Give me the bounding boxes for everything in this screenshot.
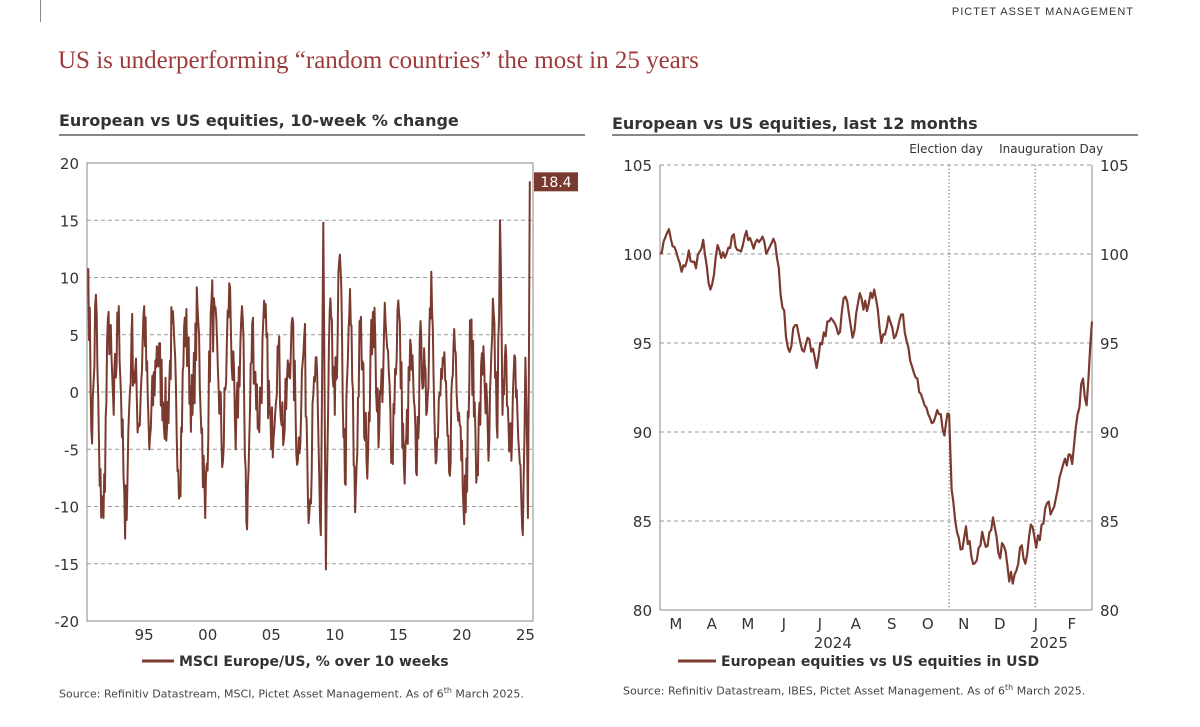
right-source-sup: th xyxy=(1005,683,1014,692)
left-series-line xyxy=(87,181,531,571)
right-x-tick-label: J xyxy=(817,615,822,633)
right-series-line xyxy=(659,228,1094,585)
right-year-label: 2024 xyxy=(814,634,852,652)
left-plot-frame xyxy=(86,162,534,622)
right-y-tick-label-right: 85 xyxy=(1100,513,1119,531)
right-x-tick-label: F xyxy=(1067,615,1076,633)
brand-name: PICTET ASSET MANAGEMENT xyxy=(951,6,1134,18)
right-y-tick-label-left: 90 xyxy=(633,424,652,442)
right-x-tick-label: O xyxy=(922,615,934,633)
right-x-tick-label: M xyxy=(669,615,682,633)
left-source-tail: March 2025. xyxy=(451,687,524,701)
left-y-tick-label: 10 xyxy=(60,270,79,288)
right-chart-title: European vs US equities, last 12 months xyxy=(612,114,978,133)
left-legend-label: MSCI Europe/US, % over 10 weeks xyxy=(179,654,449,670)
right-y-tick-label-right: 95 xyxy=(1100,335,1119,353)
right-y-tick-label-right: 105 xyxy=(1100,157,1129,175)
right-y-tick-label-right: 100 xyxy=(1100,246,1129,264)
left-y-tick-label: 20 xyxy=(60,155,79,173)
page-headline: US is underperforming “random countries”… xyxy=(58,47,699,74)
right-title-rule xyxy=(612,134,1138,136)
right-y-tick-label-left: 85 xyxy=(633,513,652,531)
left-x-tick-label: 05 xyxy=(262,626,281,644)
right-source-text: Source: Refinitiv Datastream, IBES, Pict… xyxy=(623,684,1006,698)
left-chart-title: European vs US equities, 10-week % chang… xyxy=(59,111,459,130)
left-y-tick-label: 0 xyxy=(69,384,79,402)
right-x-tick-label: J xyxy=(1033,615,1038,633)
left-source-text: Source: Refinitiv Datastream, MSCI, Pict… xyxy=(59,687,444,701)
left-x-tick-label: 95 xyxy=(135,626,154,644)
right-x-tick-label: D xyxy=(994,615,1006,633)
left-y-tick-label: 15 xyxy=(60,212,79,230)
brand-divider xyxy=(40,0,41,22)
right-y-tick-label-left: 80 xyxy=(633,602,652,620)
right-legend-label: European equities vs US equities in USD xyxy=(721,654,1039,670)
right-y-tick-label-right: 90 xyxy=(1100,424,1119,442)
left-y-tick-label: -5 xyxy=(64,441,79,459)
last-value-badge xyxy=(534,172,578,192)
right-x-tick-label: A xyxy=(851,615,862,633)
right-y-tick-label-left: 105 xyxy=(623,157,652,175)
left-source-note: Source: Refinitiv Datastream, MSCI, Pict… xyxy=(59,686,524,701)
event-marker-label: Election day xyxy=(909,142,983,156)
left-source-sup: th xyxy=(443,686,452,695)
right-y-tick-label-right: 80 xyxy=(1100,602,1119,620)
right-x-tick-label: A xyxy=(707,615,718,633)
left-title-rule xyxy=(59,134,585,136)
left-y-tick-label: -20 xyxy=(55,613,80,631)
right-year-label: 2025 xyxy=(1030,634,1068,652)
left-x-tick-label: 00 xyxy=(198,626,217,644)
right-x-tick-label: M xyxy=(741,615,754,633)
left-x-tick-label: 25 xyxy=(516,626,535,644)
right-source-tail: March 2025. xyxy=(1013,684,1086,698)
right-x-tick-label: N xyxy=(958,615,969,633)
right-chart: 105 105 100 100 95 95 90 90 85 85 80 80 M A M J J A S O N D J F… xyxy=(623,142,1128,670)
event-marker-label: Inauguration Day xyxy=(999,142,1103,156)
right-x-tick-label: S xyxy=(887,615,897,633)
left-x-tick-label: 10 xyxy=(325,626,344,644)
left-x-tick-label: 20 xyxy=(452,626,471,644)
right-y-tick-label-left: 100 xyxy=(623,246,652,264)
right-source-note: Source: Refinitiv Datastream, IBES, Pict… xyxy=(623,683,1085,698)
left-y-tick-label: -10 xyxy=(55,499,80,517)
left-y-tick-label: 5 xyxy=(69,327,79,345)
left-y-tick-label: -15 xyxy=(55,556,80,574)
last-value-label: 18.4 xyxy=(540,175,571,191)
left-chart: 20 15 10 5 0 -5 -10 -15 -20 95 00 05 10 15 20 25 18.4 MSC… xyxy=(55,155,578,670)
right-y-tick-label-left: 95 xyxy=(633,335,652,353)
left-x-tick-label: 15 xyxy=(389,626,408,644)
right-x-tick-label: J xyxy=(781,615,786,633)
